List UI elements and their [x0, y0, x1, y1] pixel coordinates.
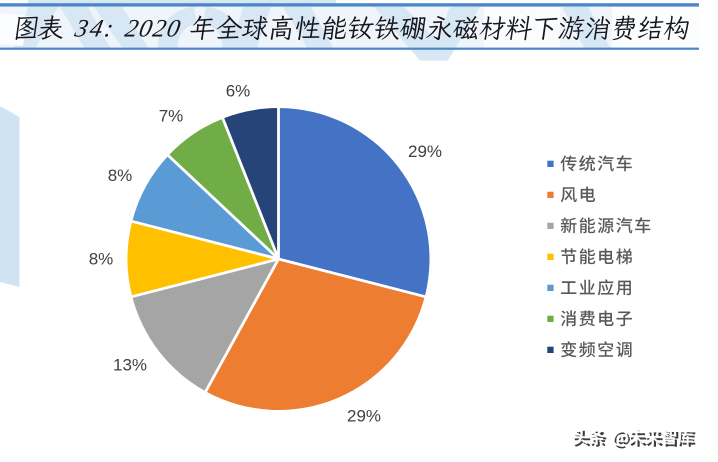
- svg-text:6%: 6%: [226, 82, 251, 101]
- svg-text:7%: 7%: [159, 107, 184, 126]
- svg-text:29%: 29%: [408, 142, 442, 161]
- svg-text:13%: 13%: [113, 356, 147, 375]
- svg-text:29%: 29%: [347, 407, 381, 426]
- svg-text:8%: 8%: [89, 250, 114, 269]
- svg-text:8%: 8%: [108, 166, 133, 185]
